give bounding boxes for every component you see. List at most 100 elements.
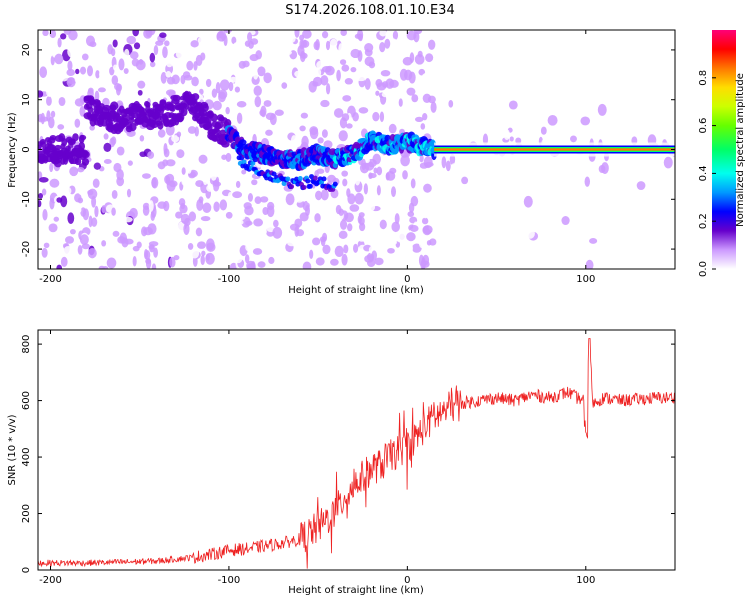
ridge-blob [74,157,82,166]
noise-blob [205,78,212,88]
noise-blob [200,254,205,266]
noise-blob [67,60,73,71]
noise-blob [363,183,368,195]
ridge-blob [250,160,256,166]
noise-blob [148,200,154,212]
noise-blob [81,53,89,61]
noise-blob [344,212,354,223]
ridge-blob [157,121,164,130]
noise-blob [294,197,304,203]
noise-blob [325,40,331,51]
noise-blob [257,261,266,268]
noise-blob [508,100,518,110]
noise-blob [147,223,157,235]
noise-blob [340,30,347,37]
noise-blob [395,231,405,243]
noise-blob [372,153,381,165]
noise-blob [116,146,125,156]
noise-blob [103,133,109,140]
noise-blob [173,254,180,261]
ridge-blob [312,175,318,181]
noise-blob [50,55,55,66]
snr-x-label: Height of straight line (km) [288,585,424,596]
noise-blob [325,83,331,95]
noise-blob [415,158,420,171]
noise-blob [629,156,634,165]
noise-blob [38,176,49,183]
noise-blob [338,230,348,240]
noise-blob [42,30,49,37]
noise-blob [259,30,264,39]
noise-blob [149,52,156,63]
noise-blob [77,166,85,173]
snr-panel: -200 -100 0 100 0 200 400 600 800 Height of str… [7,329,676,596]
noise-blob [423,206,428,219]
noise-blob [204,67,210,75]
noise-blob [74,74,83,84]
noise-blob [112,230,120,237]
noise-blob [532,250,541,260]
noise-blob [91,217,98,227]
noise-blob [137,89,143,96]
ridge-blob [309,174,315,180]
noise-blob [421,217,429,225]
noise-blob [126,188,132,198]
noise-blob [339,59,347,65]
noise-blob [211,218,219,229]
noise-blob [118,58,125,71]
noise-blob [391,221,400,233]
colorbar-tick-label: 0.0 [698,261,709,277]
noise-blob [59,71,69,82]
noise-blob [213,60,219,71]
noise-blob [461,176,469,185]
snr-y-label: SNR (10 * v/v) [7,414,18,485]
noise-blob [69,228,76,235]
noise-blob [98,68,108,81]
ridge-blob [81,158,90,166]
noise-blob [109,66,115,76]
noise-blob [384,38,391,49]
noise-blob [81,243,90,250]
noise-blob [183,223,190,235]
noise-blob [314,213,321,223]
noise-blob [165,159,176,167]
noise-blob [367,259,376,267]
noise-blob [260,227,267,236]
noise-blob [144,250,151,260]
noise-blob [49,197,55,210]
ridge-blob [109,101,119,111]
noise-blob [338,208,344,216]
noise-blob [385,171,396,181]
snr-x-ticks: -200 -100 0 100 [39,330,595,586]
noise-blob [414,54,425,65]
colorbar-tick-label: 0.6 [698,118,709,134]
x-tick-label: 0 [404,575,410,586]
noise-blob [225,211,233,219]
noise-blob [116,169,124,181]
noise-blob [394,213,400,225]
noise-blob [123,216,133,223]
colorbar-label: Normalized spectral amplitude [735,73,746,227]
noise-blob [39,116,49,122]
noise-blob [523,195,533,208]
noise-blob [204,165,212,174]
noise-blob [449,153,456,165]
noise-blob [253,70,259,80]
noise-blob [93,139,99,150]
noise-blob [346,174,355,186]
noise-blob [341,170,348,177]
noise-blob [148,244,155,250]
noise-blob [368,172,373,180]
noise-blob [249,117,259,129]
noise-blob [48,223,58,233]
noise-blob [273,83,280,94]
noise-blob [215,81,221,94]
colorbar-tick-label: 0.8 [698,70,709,86]
noise-blob [380,69,391,77]
noise-blob [206,184,214,192]
ridge-blob [281,181,287,187]
noise-blob [272,42,283,52]
noise-blob [54,53,64,65]
noise-blob [418,236,426,249]
x-tick-label: -100 [218,274,241,285]
